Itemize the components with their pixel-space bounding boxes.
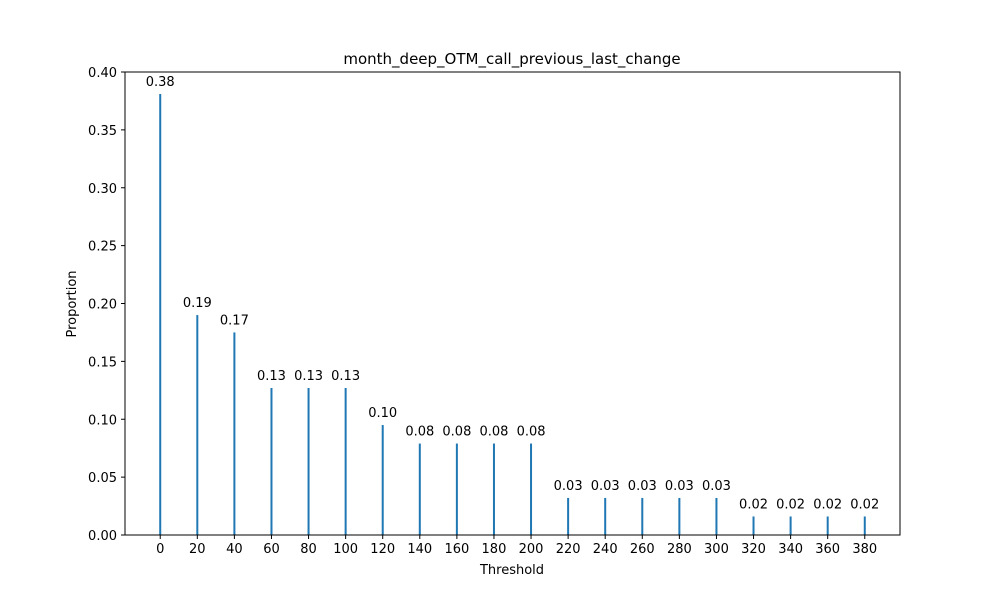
bar bbox=[678, 497, 681, 535]
x-tick-label: 100 bbox=[333, 542, 358, 557]
data-labels-group: 0.38 0.19 0.17 0.13 0.13 0.13 0.10 0.08 0.08 0.08… bbox=[146, 75, 879, 512]
chart-title: month_deep_OTM_call_previous_last_change bbox=[343, 50, 680, 69]
bar bbox=[344, 387, 347, 535]
y-ticks-group: 0.00 0.05 0.10 0.15 0.20 0.25 0.30 0.35 0.40 bbox=[88, 66, 125, 544]
data-label: 0.17 bbox=[220, 313, 249, 328]
data-label: 0.08 bbox=[405, 425, 434, 440]
data-label: 0.03 bbox=[702, 479, 731, 494]
bar bbox=[418, 443, 421, 535]
y-tick-label: 0.00 bbox=[88, 529, 117, 544]
x-tick-label: 380 bbox=[852, 542, 877, 557]
bar bbox=[381, 425, 384, 535]
data-label: 0.19 bbox=[183, 296, 212, 311]
data-label: 0.02 bbox=[850, 497, 879, 512]
data-label: 0.38 bbox=[146, 75, 175, 90]
y-tick-label: 0.20 bbox=[88, 298, 117, 313]
bar bbox=[715, 497, 718, 535]
data-label: 0.13 bbox=[331, 369, 360, 384]
x-tick-label: 40 bbox=[226, 542, 243, 557]
data-label: 0.08 bbox=[479, 425, 508, 440]
x-tick-label: 60 bbox=[263, 542, 280, 557]
bar bbox=[307, 387, 310, 535]
data-label: 0.13 bbox=[294, 369, 323, 384]
y-tick-label: 0.10 bbox=[88, 413, 117, 428]
y-tick-label: 0.25 bbox=[88, 240, 117, 255]
bar bbox=[863, 516, 866, 535]
x-axis-label: Threshold bbox=[479, 563, 544, 578]
x-tick-label: 80 bbox=[300, 542, 317, 557]
x-tick-label: 260 bbox=[630, 542, 655, 557]
data-label: 0.08 bbox=[442, 425, 471, 440]
x-tick-label: 0 bbox=[156, 542, 164, 557]
bar bbox=[233, 332, 236, 535]
x-tick-label: 320 bbox=[741, 542, 766, 557]
x-tick-label: 200 bbox=[519, 542, 544, 557]
data-label: 0.03 bbox=[591, 479, 620, 494]
y-tick-label: 0.30 bbox=[88, 182, 117, 197]
x-tick-label: 160 bbox=[444, 542, 469, 557]
x-tick-label: 280 bbox=[667, 542, 692, 557]
bar bbox=[270, 387, 273, 535]
x-tick-label: 140 bbox=[407, 542, 432, 557]
y-tick-label: 0.05 bbox=[88, 471, 117, 486]
bar bbox=[455, 443, 458, 535]
x-tick-label: 120 bbox=[370, 542, 395, 557]
x-tick-label: 180 bbox=[482, 542, 507, 557]
bars-group bbox=[159, 93, 866, 536]
bar bbox=[752, 516, 755, 535]
data-label: 0.03 bbox=[554, 479, 583, 494]
x-tick-label: 340 bbox=[778, 542, 803, 557]
bar bbox=[641, 497, 644, 535]
bar bbox=[159, 93, 162, 536]
x-tick-label: 300 bbox=[704, 542, 729, 557]
y-tick-label: 0.15 bbox=[88, 355, 117, 370]
data-label: 0.02 bbox=[813, 497, 842, 512]
data-label: 0.02 bbox=[776, 497, 805, 512]
data-label: 0.10 bbox=[368, 406, 397, 421]
data-label: 0.08 bbox=[517, 425, 546, 440]
bar bbox=[530, 443, 533, 535]
bar bbox=[492, 443, 495, 535]
data-label: 0.02 bbox=[739, 497, 768, 512]
y-tick-label: 0.40 bbox=[88, 66, 117, 81]
x-tick-label: 240 bbox=[593, 542, 618, 557]
bar bbox=[604, 497, 607, 535]
bar bbox=[196, 315, 199, 535]
bar bbox=[826, 516, 829, 535]
x-tick-label: 360 bbox=[815, 542, 840, 557]
x-tick-label: 20 bbox=[189, 542, 206, 557]
x-ticks-group: 0 20 40 60 80 100 120 140 160 180 200 220 240 260 280 3… bbox=[156, 535, 877, 557]
data-label: 0.03 bbox=[628, 479, 657, 494]
y-tick-label: 0.35 bbox=[88, 124, 117, 139]
data-label: 0.03 bbox=[665, 479, 694, 494]
y-axis-label: Proportion bbox=[65, 270, 80, 337]
data-label: 0.13 bbox=[257, 369, 286, 384]
plot-area-frame bbox=[124, 71, 901, 536]
x-tick-label: 220 bbox=[556, 542, 581, 557]
bar bbox=[567, 497, 570, 535]
bar bbox=[789, 516, 792, 535]
